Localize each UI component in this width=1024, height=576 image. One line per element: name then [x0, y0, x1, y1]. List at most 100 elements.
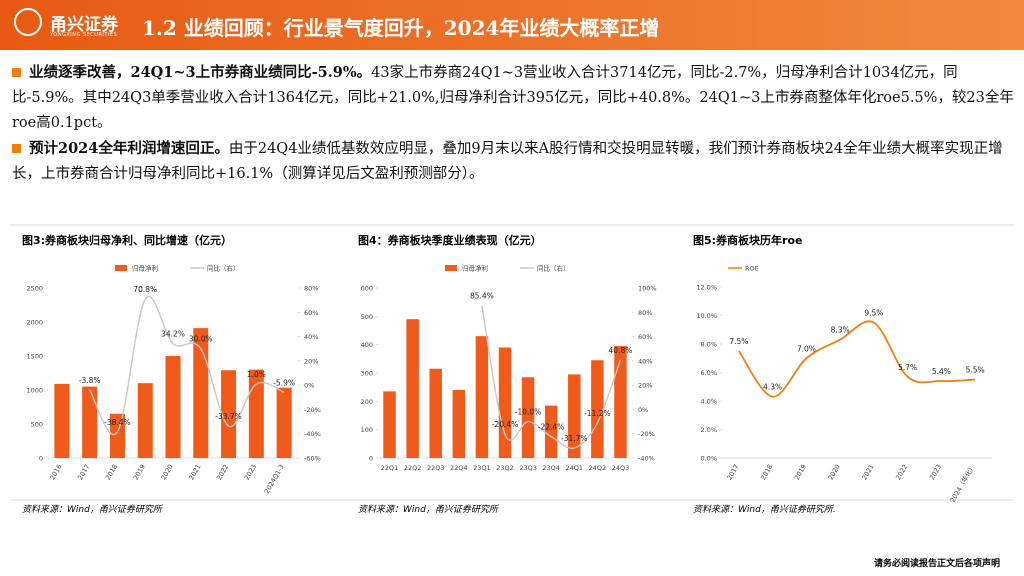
y-tick-label: 60% [638, 333, 652, 341]
x-tick-label: 2019 [793, 463, 808, 481]
line [481, 305, 622, 449]
data-label: 9.5% [864, 309, 883, 318]
y-tick-label: 80% [638, 309, 652, 317]
y-tick-label: 300 [361, 370, 373, 378]
bar [54, 383, 70, 458]
y-tick-label: 100% [638, 285, 657, 293]
y-tick-label: 40% [304, 333, 318, 341]
legend-label: ROE [745, 265, 759, 273]
data-label: -10.0% [515, 408, 542, 417]
logo-en: YONGXING SECURITIES [50, 32, 118, 38]
x-tick-label: 22Q4 [450, 464, 468, 472]
x-tick-label: 2024Q1-3 [263, 463, 286, 495]
legend-label: 归母净利 [132, 264, 158, 273]
source: 资料来源：Wind，甬兴证券研究所. [693, 504, 836, 515]
x-tick-label: 24Q3 [612, 464, 630, 472]
y-tick-label: 0% [304, 382, 314, 390]
y-tick-label: -40% [304, 430, 321, 438]
bar [521, 377, 535, 458]
x-tick-label: 2018 [104, 463, 119, 481]
x-tick-label: 2020 [160, 463, 175, 481]
x-tick-label: 2022 [894, 463, 909, 481]
y-tick-label: -60% [304, 455, 321, 463]
x-tick-label: 2019 [132, 463, 147, 481]
x-tick-label: 23Q4 [542, 464, 560, 472]
y-tick-label: 2500 [26, 285, 43, 293]
x-tick-label: 2023 [243, 463, 258, 481]
bar [498, 347, 512, 458]
data-label: 4.3% [763, 383, 782, 392]
bullet: 业绩逐季改善，24Q1~3上市券商业绩同比-5.9%。43家上市券商24Q1~3… [12, 60, 1017, 136]
bar [248, 369, 264, 458]
x-tick-label: 22Q1 [381, 464, 399, 472]
legend-label: 同比（右） [537, 264, 570, 273]
data-label: 7.5% [729, 337, 748, 346]
data-label: -38.4% [104, 418, 131, 427]
x-tick-label: 2020 [827, 463, 842, 481]
y-tick-label: 1000 [26, 387, 43, 395]
bar [137, 383, 153, 458]
bullet-text: 由于24Q4业绩低基数效应明显，叠加9月末以来A股行情和交投明显转暖，我们预计券… [12, 141, 1003, 182]
x-tick-label: 22Q3 [427, 464, 445, 472]
bar [452, 390, 466, 458]
x-tick-label: 23Q1 [473, 464, 491, 472]
data-label: -31.7% [561, 434, 588, 443]
logo-text: 甬兴证券 [50, 15, 118, 35]
y-tick-label: 20% [304, 357, 318, 365]
data-label: 34.2% [161, 330, 185, 339]
x-tick-label: 2023 [928, 463, 943, 481]
legend-swatch [445, 265, 457, 271]
data-label: -20.4% [492, 420, 519, 429]
x-tick-label: 22Q2 [404, 464, 422, 472]
y-tick-label: 0% [638, 406, 648, 414]
bar [544, 405, 558, 458]
data-label: 70.8% [133, 285, 157, 294]
data-label: 8.3% [831, 326, 850, 335]
line [738, 320, 976, 398]
legend-swatch [115, 265, 127, 271]
bullet-text: 43家上市券商24Q1~3营业收入合计3714亿元，同比-2.7%，归母净利合计… [12, 65, 1014, 131]
bar [406, 319, 419, 458]
data-label: -33.7% [215, 412, 242, 421]
y-tick-label: 4.0% [700, 398, 717, 406]
bar [82, 386, 98, 458]
source: 资料来源：Wind，甬兴证券研究所 [22, 504, 164, 515]
x-tick-label: 23Q2 [496, 464, 514, 472]
x-tick-label: 2024（年化） [948, 463, 977, 504]
y-tick-label: 100 [361, 426, 373, 434]
chart-title: 图3:券商板块归母净利、同比增速（亿元） [22, 233, 232, 247]
data-label: 7.0% [797, 344, 816, 353]
data-label: 40.8% [609, 346, 633, 355]
footer: 请务必阅读报告正文后各项声明 [874, 557, 1000, 569]
x-tick-label: 23Q3 [519, 464, 537, 472]
bar [193, 328, 209, 458]
x-tick-label: 24Q2 [589, 464, 607, 472]
bar [221, 370, 237, 458]
data-label: 1.0% [247, 370, 266, 379]
x-tick-label: 2016 [48, 463, 63, 481]
bullet-lead: 业绩逐季改善，24Q1~3上市券商业绩同比-5.9%。 [29, 64, 372, 81]
data-label: -5.9% [273, 378, 295, 387]
y-tick-label: 0 [39, 455, 43, 463]
x-tick-label: 2017 [76, 463, 91, 481]
data-label: 5.7% [898, 363, 917, 372]
x-tick-label: 2017 [725, 463, 740, 481]
bullet: 预计2024全年利润增速回正。由于24Q4业绩低基数效应明显，叠加9月末以来A股… [12, 136, 1017, 187]
data-label: -11.2% [584, 409, 611, 418]
x-tick-label: 2021 [860, 463, 875, 481]
header: 甬兴证券 YONGXING SECURITIES 1.2 业绩回顾：行业景气度回… [0, 0, 1024, 50]
legend-label: 同比（右） [207, 264, 240, 273]
bullet-lead: 预计2024全年利润增速回正。 [29, 140, 229, 157]
bar [614, 346, 627, 458]
y-tick-label: -20% [638, 430, 655, 438]
y-tick-label: 40% [638, 357, 652, 365]
data-label: -22.4% [538, 423, 565, 432]
x-tick-label: 2021 [187, 463, 202, 481]
y-tick-label: 2000 [26, 319, 43, 327]
x-tick-label: 24Q1 [566, 464, 584, 472]
bar [383, 391, 396, 458]
bar [568, 374, 581, 458]
bar [591, 360, 604, 458]
